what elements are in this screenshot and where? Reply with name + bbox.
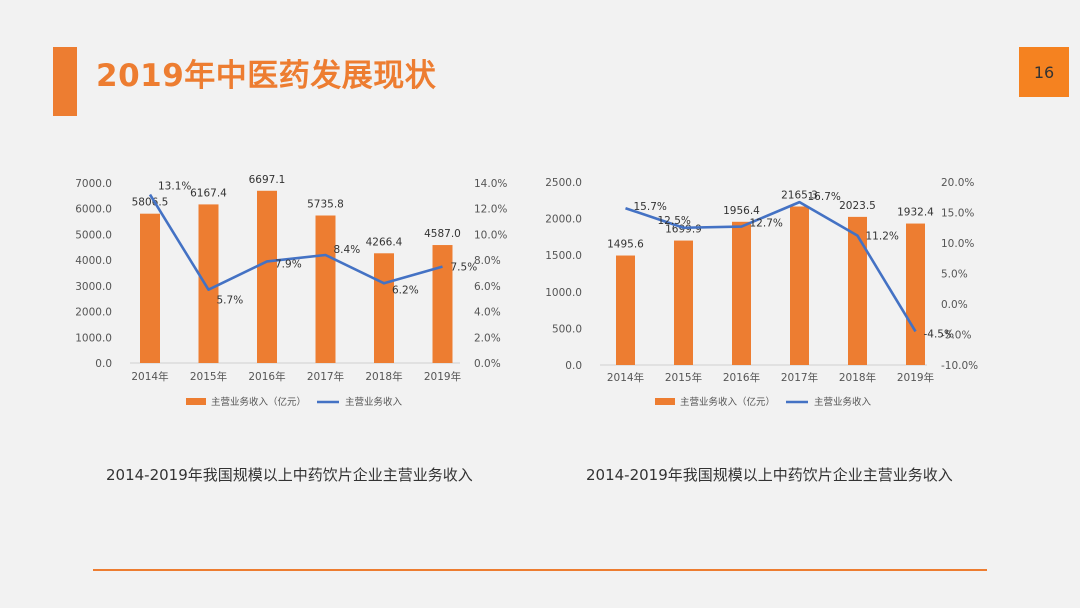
left-axis-tick-label: 0.0 (95, 358, 112, 370)
line-data-label: 16.7% (808, 191, 841, 203)
bar (315, 215, 336, 363)
right-axis-tick-label: 15.0% (941, 208, 974, 220)
x-axis-tick-label: 2018年 (365, 370, 402, 383)
left-axis-tick-label: 2000.0 (75, 307, 112, 319)
line-data-label: 12.5% (658, 215, 691, 227)
x-axis-tick-label: 2018年 (839, 371, 876, 384)
chart-right-caption: 2014-2019年我国规模以上中药饮片企业主营业务收入 (586, 466, 953, 484)
left-axis-tick-label: 1000.0 (545, 287, 582, 299)
legend-bar-swatch (186, 398, 206, 405)
left-axis-tick-label: 0.0 (565, 360, 582, 372)
right-axis-tick-label: 2.0% (474, 332, 501, 344)
bar-data-label: 6167.4 (190, 187, 227, 199)
left-axis-tick-label: 3000.0 (75, 281, 112, 293)
bar (198, 204, 219, 363)
right-axis-tick-label: 8.0% (474, 255, 501, 267)
line-data-label: 13.1% (158, 181, 191, 193)
x-axis-tick-label: 2019年 (424, 370, 461, 383)
right-axis-tick-label: 14.0% (474, 178, 507, 190)
x-axis-tick-label: 2016年 (723, 371, 760, 384)
page-number-badge: 16 (1019, 47, 1069, 97)
x-axis-tick-label: 2016年 (248, 370, 285, 383)
right-axis-tick-label: 0.0% (941, 299, 968, 311)
left-axis-tick-label: 1500.0 (545, 250, 582, 262)
left-axis-tick-label: 7000.0 (75, 178, 112, 190)
line-data-label: 11.2% (866, 231, 899, 243)
left-axis-tick-label: 2000.0 (545, 214, 582, 226)
x-axis-tick-label: 2017年 (307, 370, 344, 383)
left-axis-tick-label: 6000.0 (75, 204, 112, 216)
right-axis-tick-label: -10.0% (941, 360, 978, 372)
line-data-label: -4.5% (924, 328, 954, 340)
bar (140, 213, 160, 363)
bar (848, 216, 867, 365)
right-axis-tick-label: 0.0% (474, 358, 501, 370)
bar-data-label: 6697.1 (249, 174, 286, 186)
bar (790, 206, 809, 365)
x-axis-tick-label: 2014年 (607, 371, 644, 384)
line-data-label: 8.4% (334, 244, 361, 256)
x-axis-tick-label: 2019年 (897, 371, 934, 384)
line-data-label: 15.7% (634, 201, 667, 213)
bar (906, 223, 925, 365)
right-axis-tick-label: 12.0% (474, 204, 507, 216)
x-axis-tick-label: 2015年 (665, 371, 702, 384)
left-axis-tick-label: 2500.0 (545, 177, 582, 189)
footer-divider (93, 569, 987, 571)
right-axis-tick-label: 10.0% (474, 229, 507, 241)
legend-bar-swatch (655, 398, 675, 405)
right-axis-tick-label: 5.0% (941, 269, 968, 281)
line-data-label: 5.7% (217, 295, 244, 307)
right-axis-tick-label: -5.0% (941, 330, 971, 342)
chart-left-caption: 2014-2019年我国规模以上中药饮片企业主营业务收入 (106, 466, 473, 484)
x-axis-tick-label: 2014年 (131, 370, 168, 383)
left-axis-tick-label: 4000.0 (75, 255, 112, 267)
bar-data-label: 4587.0 (424, 228, 461, 240)
x-axis-tick-label: 2015年 (190, 370, 227, 383)
legend-line-label: 主营业务收入 (345, 396, 403, 408)
right-axis-tick-label: 10.0% (941, 238, 974, 250)
bar-data-label: 1495.6 (607, 239, 644, 251)
x-axis-tick-label: 2017年 (781, 371, 818, 384)
line-data-label: 7.9% (275, 258, 302, 270)
line-data-label: 12.7% (750, 218, 783, 230)
left-axis-tick-label: 500.0 (552, 323, 582, 335)
line-data-label: 7.5% (451, 262, 478, 274)
line-series (148, 193, 443, 292)
bar (616, 255, 635, 365)
legend-line-label: 主营业务收入 (814, 396, 872, 408)
legend-bar-label: 主营业务收入（亿元） (680, 396, 775, 408)
bar (674, 240, 693, 365)
bar (432, 245, 453, 363)
title-accent-bar (53, 47, 77, 116)
bar (257, 190, 277, 363)
bar-data-label: 5735.8 (307, 199, 344, 211)
left-axis-tick-label: 5000.0 (75, 229, 112, 241)
left-axis-tick-label: 1000.0 (75, 332, 112, 344)
page-title: 2019年中医药发展现状 (96, 58, 437, 94)
line-data-label: 6.2% (392, 284, 419, 296)
line-series (625, 200, 917, 333)
legend-bar-label: 主营业务收入（亿元） (211, 396, 306, 408)
bar-data-label: 1932.4 (897, 207, 934, 219)
right-axis-tick-label: 6.0% (474, 281, 501, 293)
bar-data-label: 2165.3 (781, 190, 818, 202)
bar-data-label: 5806.5 (132, 197, 169, 209)
bar (732, 221, 751, 365)
bar-data-label: 4266.4 (366, 236, 403, 248)
right-axis-tick-label: 4.0% (474, 307, 501, 319)
bar-data-label: 1956.4 (723, 205, 760, 217)
bar-data-label: 2023.5 (839, 200, 876, 212)
right-axis-tick-label: 20.0% (941, 177, 974, 189)
